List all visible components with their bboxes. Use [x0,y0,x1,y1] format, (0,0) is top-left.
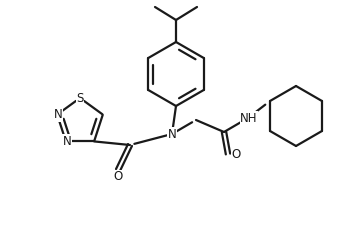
Text: N: N [168,128,176,141]
Text: NH: NH [240,111,258,124]
Text: O: O [231,147,241,161]
Text: S: S [76,91,84,105]
Text: N: N [54,108,63,121]
Text: O: O [113,171,122,183]
Text: N: N [63,135,71,148]
